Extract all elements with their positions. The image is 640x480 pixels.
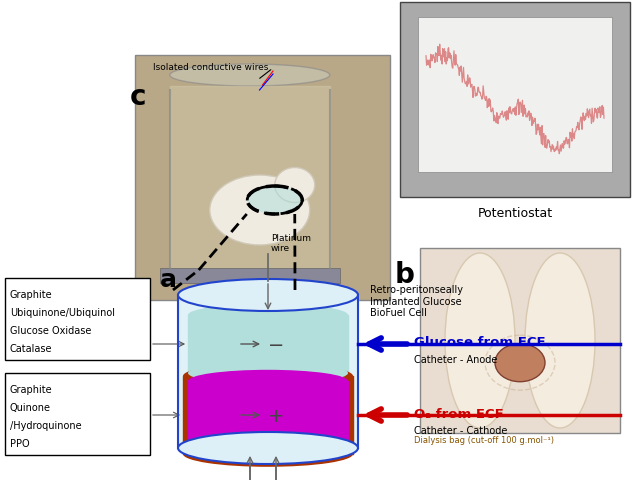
FancyBboxPatch shape xyxy=(5,373,150,455)
Ellipse shape xyxy=(188,362,348,384)
Ellipse shape xyxy=(183,441,353,467)
FancyBboxPatch shape xyxy=(135,55,390,300)
Text: O₂ from ECF: O₂ from ECF xyxy=(414,408,504,420)
Text: /Hydroquinone: /Hydroquinone xyxy=(10,421,82,431)
Ellipse shape xyxy=(183,363,353,389)
Text: Retro-peritonseally
Implanted Glucose
BioFuel Cell: Retro-peritonseally Implanted Glucose Bi… xyxy=(370,285,463,318)
Text: Graphite: Graphite xyxy=(10,385,52,395)
Text: a: a xyxy=(160,268,177,292)
Text: c: c xyxy=(130,83,147,111)
Text: Isolated conductive wires: Isolated conductive wires xyxy=(153,63,268,72)
Ellipse shape xyxy=(495,344,545,382)
Text: Ubiquinone/Ubiquinol: Ubiquinone/Ubiquinol xyxy=(10,308,115,318)
FancyBboxPatch shape xyxy=(420,248,620,433)
Text: b: b xyxy=(395,261,415,289)
Text: Catheter - Cathode: Catheter - Cathode xyxy=(414,426,508,436)
Ellipse shape xyxy=(188,370,348,392)
FancyBboxPatch shape xyxy=(400,2,630,197)
Text: PPO: PPO xyxy=(10,439,29,449)
Ellipse shape xyxy=(178,432,358,464)
Ellipse shape xyxy=(188,438,348,460)
Text: Platinum
wire: Platinum wire xyxy=(271,234,311,253)
Ellipse shape xyxy=(525,253,595,428)
Text: Catheter - Anode: Catheter - Anode xyxy=(414,355,497,365)
Text: Quinone: Quinone xyxy=(10,403,51,413)
FancyBboxPatch shape xyxy=(418,17,612,172)
Text: −: − xyxy=(268,336,284,355)
Ellipse shape xyxy=(170,64,330,86)
Ellipse shape xyxy=(178,279,358,311)
FancyBboxPatch shape xyxy=(160,268,340,283)
Text: Glucose from ECF: Glucose from ECF xyxy=(414,336,546,349)
Text: Glucose Oxidase: Glucose Oxidase xyxy=(10,326,92,336)
Text: +: + xyxy=(268,407,284,425)
Ellipse shape xyxy=(445,253,515,428)
Ellipse shape xyxy=(247,186,302,214)
Text: Potentiostat: Potentiostat xyxy=(477,207,552,220)
Ellipse shape xyxy=(275,168,315,203)
Text: Graphite: Graphite xyxy=(10,290,52,300)
Ellipse shape xyxy=(188,304,348,326)
Text: Dialysis bag (cut-off 100 g.mol⁻¹): Dialysis bag (cut-off 100 g.mol⁻¹) xyxy=(414,436,554,445)
Text: Catalase: Catalase xyxy=(10,344,52,354)
FancyBboxPatch shape xyxy=(5,278,150,360)
Ellipse shape xyxy=(210,175,310,245)
